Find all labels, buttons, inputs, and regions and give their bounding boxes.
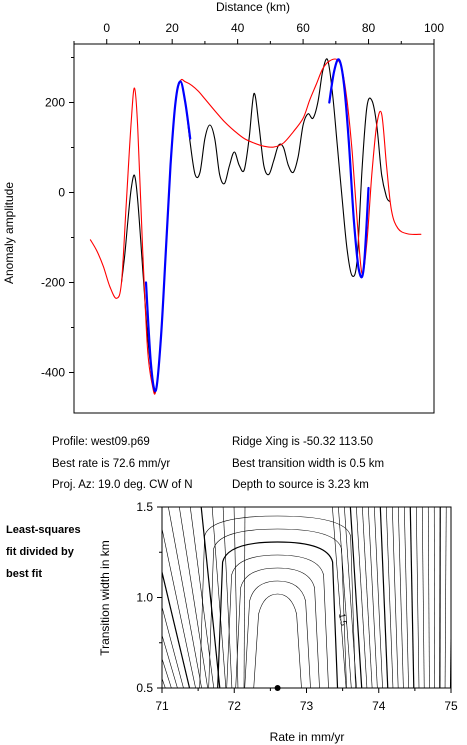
contour-line	[217, 541, 339, 688]
top-axis-ticks: 0 20 40 60 80 100	[73, 21, 444, 44]
contour-line	[244, 580, 311, 688]
azimuth-info: Proj. Az: 19.0 deg. CW of N	[52, 479, 193, 491]
depth-info: Depth to source is 3.23 km	[232, 479, 369, 491]
bottom-axis-tick-label: 71	[155, 699, 169, 713]
contour-line	[200, 507, 221, 688]
left-axis-tick-label: -200	[41, 276, 65, 290]
contour-line	[379, 507, 389, 688]
transition-info: Best transition width is 0.5 km	[232, 458, 385, 470]
contour-line	[386, 507, 394, 688]
contour-line	[368, 507, 378, 688]
left-axis-tick-label: 0	[58, 186, 65, 200]
profile-series	[89, 58, 422, 395]
contour-line	[397, 507, 404, 688]
contour-line	[344, 507, 357, 688]
contour-line	[455, 505, 458, 690]
contour-line	[222, 507, 233, 688]
fit-window-line	[328, 58, 370, 279]
top-axis-tick-label: 0	[103, 21, 110, 35]
contour-line	[179, 507, 208, 688]
x-axis-title: Rate in mm/yr	[270, 730, 345, 744]
ridge-info: Ridge Xing is -50.32 113.50	[232, 436, 374, 448]
width-axis-tick-label: 0.5	[136, 681, 153, 695]
top-axis-title: Distance (km)	[216, 0, 290, 14]
width-axis-title: Transition width in km	[98, 540, 112, 656]
y-axis-title: Anomaly amplitude	[2, 182, 16, 284]
bottom-axis-tick-label: 73	[300, 699, 314, 713]
width-axis-ticks: 0.5 1.0 1.5	[136, 500, 162, 695]
contour-line	[356, 507, 368, 688]
contour-line	[235, 567, 320, 688]
contour-line	[243, 507, 246, 688]
fit-window-line	[144, 80, 192, 393]
bottom-axis-tick-label: 75	[444, 699, 458, 713]
contour-chart: 71 72 73 74 75 0.5 1.0 1.5 1.5 Rate in mm/yr T…	[98, 500, 458, 744]
top-axis-tick-label: 100	[424, 21, 444, 35]
contour-line	[168, 507, 202, 688]
bottom-axis-ticks: 71 72 73 74 75	[155, 688, 458, 713]
contour-line	[162, 527, 196, 688]
contour-line	[189, 507, 215, 688]
contour-lines	[162, 505, 458, 690]
bottom-axis-tick-label: 74	[372, 699, 386, 713]
left-axis-tick-label: -400	[41, 366, 65, 380]
contour-line	[338, 507, 352, 688]
profile-frame	[73, 43, 435, 414]
contour-line	[362, 507, 373, 688]
contour-line	[162, 569, 191, 688]
contour-line	[349, 507, 363, 688]
best-fit-point	[274, 685, 281, 691]
profile-chart: Distance (km) 0 20 40 60 80 100 -400-2000200 …	[2, 0, 444, 414]
contour-line	[208, 528, 347, 688]
width-axis-tick-label: 1.0	[136, 591, 153, 605]
contour-line	[415, 507, 420, 688]
side-note-line-2: fit divided by	[6, 546, 74, 558]
contour-line	[392, 507, 399, 688]
top-axis-tick-label: 80	[362, 21, 376, 35]
width-axis-tick-label: 1.5	[136, 500, 153, 514]
contour-line	[421, 507, 425, 688]
observed-profile-line	[120, 58, 391, 394]
side-note-line-1: Least-squares	[6, 524, 81, 536]
left-axis-tick-label: 200	[45, 96, 65, 110]
left-axis-ticks: -400 -200 0 200	[41, 57, 74, 380]
profile-info: Profile: west09.p69	[52, 436, 150, 448]
contour-line	[162, 634, 178, 688]
contour-line	[233, 507, 239, 688]
bottom-axis-tick-label: 72	[228, 699, 242, 713]
contour-line	[199, 515, 356, 688]
contour-line	[211, 507, 227, 688]
contour-line	[403, 507, 409, 688]
contour-line	[226, 554, 329, 688]
top-axis-tick-label: 40	[231, 21, 245, 35]
side-note-line-3: best fit	[6, 568, 43, 580]
top-axis-tick-label: 60	[296, 21, 310, 35]
contour-line	[409, 507, 415, 688]
top-axis-tick-label: 20	[166, 21, 180, 35]
contour-line	[374, 507, 383, 688]
contour-line	[332, 507, 347, 688]
contour-line	[444, 507, 447, 688]
best-rate-info: Best rate is 72.6 mm/yr	[52, 458, 171, 470]
contour-line	[253, 593, 302, 688]
contour-label: 1.5	[337, 612, 349, 626]
contour-line	[162, 605, 184, 688]
contour-line	[427, 507, 430, 688]
